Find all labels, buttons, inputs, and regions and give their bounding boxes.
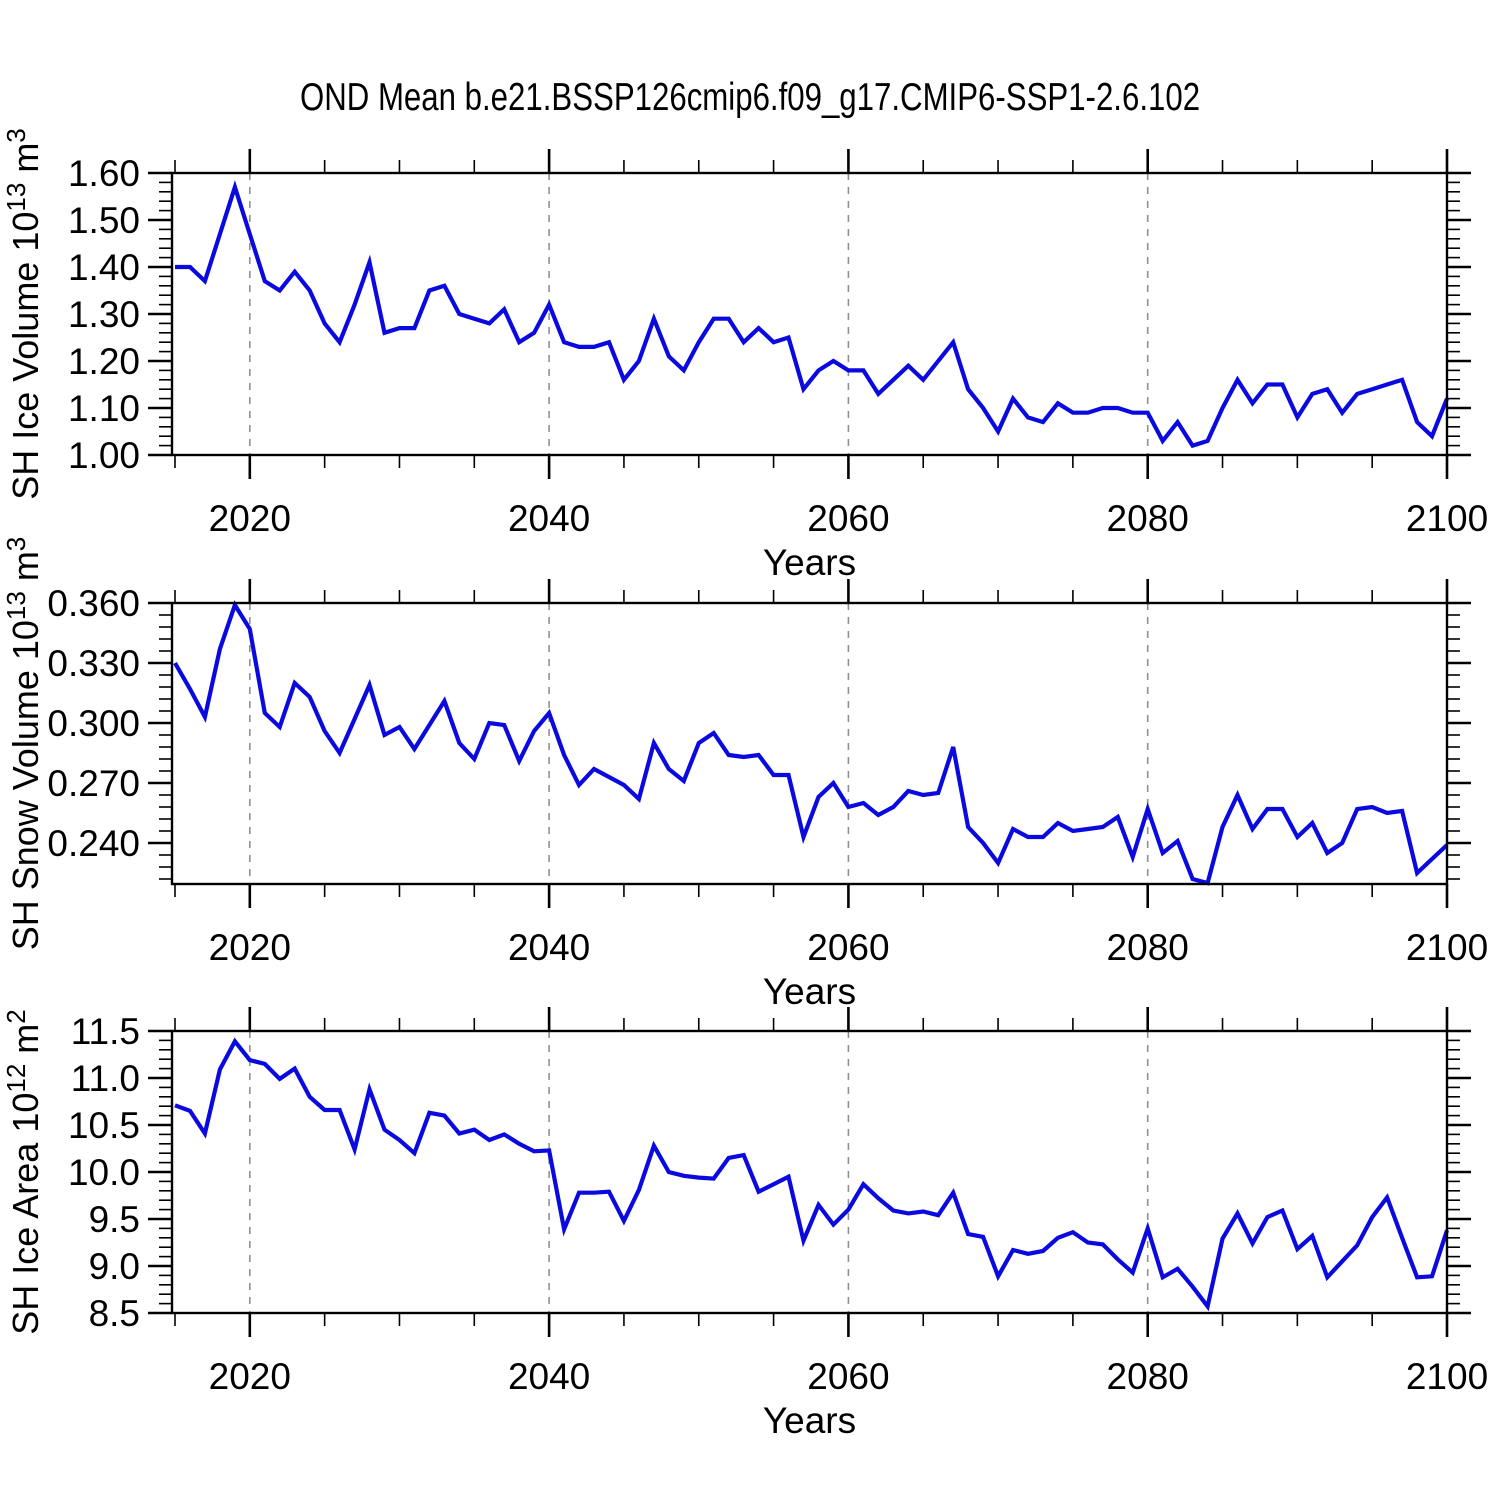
x-axis-label: Years — [763, 542, 856, 583]
svg-text:0.300: 0.300 — [47, 703, 140, 744]
gridlines — [249, 173, 1149, 455]
gridlines — [249, 603, 1149, 884]
svg-text:11.5: 11.5 — [71, 1011, 140, 1052]
plot-frame — [170, 1029, 1449, 1315]
sh-ice-volume-line — [175, 180, 1449, 449]
svg-text:1.40: 1.40 — [68, 247, 140, 288]
svg-text:2100: 2100 — [1406, 927, 1488, 968]
svg-text:2040: 2040 — [508, 498, 590, 539]
svg-text:2080: 2080 — [1107, 1356, 1189, 1397]
panel-sh-snow-volume: 0.240 0.270 0.300 0.330 0.360 2020 2040 2060 208… — [1, 537, 1488, 1012]
svg-text:1.20: 1.20 — [68, 341, 140, 382]
svg-text:2060: 2060 — [807, 1356, 889, 1397]
axis-ticks — [148, 1007, 1471, 1337]
svg-text:0.270: 0.270 — [47, 763, 140, 804]
svg-text:9.5: 9.5 — [89, 1199, 140, 1240]
sh-snow-volume-line — [173, 600, 1449, 886]
x-axis-label: Years — [763, 971, 856, 1012]
tick-labels: 1.00 1.10 1.20 1.30 1.40 1.50 1.60 2020 2040 2060… — [68, 153, 1488, 539]
y-axis-label: SH Snow Volume 1013 m3 — [1, 537, 46, 951]
svg-text:0.240: 0.240 — [47, 823, 140, 864]
y-axis-label: SH Ice Volume 1013 m3 — [1, 128, 46, 500]
svg-text:2020: 2020 — [209, 498, 291, 539]
svg-text:1.10: 1.10 — [68, 388, 140, 429]
chart-title: OND Mean b.e21.BSSP126cmip6.f09_g17.CMIP… — [299, 76, 1201, 119]
svg-text:1.30: 1.30 — [68, 294, 140, 335]
svg-text:10.0: 10.0 — [68, 1152, 140, 1193]
svg-text:1.50: 1.50 — [68, 200, 140, 241]
svg-text:2080: 2080 — [1107, 498, 1189, 539]
gridlines — [249, 1031, 1149, 1313]
svg-text:2100: 2100 — [1406, 1356, 1488, 1397]
y-axis-label: SH Ice Area 1012 m2 — [1, 1009, 46, 1335]
svg-text:2060: 2060 — [807, 927, 889, 968]
svg-text:2060: 2060 — [807, 498, 889, 539]
svg-text:11.0: 11.0 — [71, 1058, 140, 1099]
svg-text:2100: 2100 — [1406, 498, 1488, 539]
axis-ticks — [148, 149, 1471, 479]
svg-text:2080: 2080 — [1107, 927, 1189, 968]
svg-text:10.5: 10.5 — [68, 1105, 140, 1146]
svg-text:2040: 2040 — [508, 1356, 590, 1397]
plot-frame — [170, 601, 1449, 886]
svg-text:8.5: 8.5 — [89, 1293, 140, 1334]
axis-ticks — [148, 579, 1471, 908]
svg-text:0.330: 0.330 — [47, 643, 140, 684]
panel-sh-ice-area: 8.5 9.0 9.5 10.0 10.5 11.0 11.5 2020 2040 2060 208… — [1, 1007, 1488, 1441]
panel-sh-ice-volume: 1.00 1.10 1.20 1.30 1.40 1.50 1.60 2020 2040 2060… — [1, 128, 1488, 583]
tick-labels: 8.5 9.0 9.5 10.0 10.5 11.0 11.5 2020 2040 2060 208… — [68, 1011, 1488, 1397]
svg-text:0.360: 0.360 — [47, 583, 140, 624]
x-axis-label: Years — [763, 1400, 856, 1441]
svg-text:1.60: 1.60 — [68, 153, 140, 194]
svg-text:9.0: 9.0 — [89, 1246, 140, 1287]
sh-ice-area-line — [174, 1037, 1449, 1312]
svg-text:2020: 2020 — [209, 927, 291, 968]
tick-labels: 0.240 0.270 0.300 0.330 0.360 2020 2040 2060 208… — [47, 583, 1488, 968]
svg-text:2040: 2040 — [508, 927, 590, 968]
svg-text:1.00: 1.00 — [68, 435, 140, 476]
svg-text:2020: 2020 — [209, 1356, 291, 1397]
plot-frame — [170, 171, 1449, 457]
